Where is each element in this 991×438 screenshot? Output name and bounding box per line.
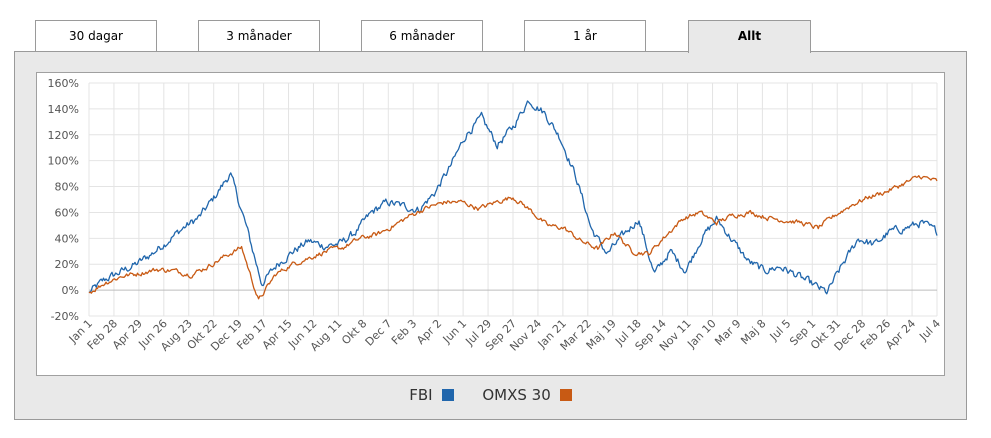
legend-item-omxs30[interactable]: OMXS 30 (482, 386, 572, 404)
x-tick-label: Feb 3 (389, 317, 419, 347)
x-tick-label: Dec 7 (363, 317, 395, 349)
legend-swatch-omxs30 (559, 389, 572, 401)
series-line-omxs30 (88, 175, 938, 300)
y-tick-label: 40% (55, 232, 79, 245)
legend-item-fbi[interactable]: FBI (409, 386, 454, 404)
chart-legend: FBI OMXS 30 (15, 386, 966, 404)
chart-panel: -20% 0% 20% 40% 60% 80% 100% 120% 140% 160% Jan 1… (14, 51, 967, 420)
x-tick-label: Mar 9 (712, 317, 743, 348)
legend-label-fbi: FBI (409, 386, 433, 404)
x-tick-label: Apr 2 (414, 317, 444, 347)
tab-6-manader[interactable]: 6 månader (361, 20, 483, 51)
tab-30-dagar[interactable]: 30 dagar (35, 20, 157, 51)
y-tick-label: 60% (55, 206, 79, 219)
tab-1-ar[interactable]: 1 år (524, 20, 646, 51)
y-tick-label: 80% (55, 181, 79, 194)
legend-label-omxs30: OMXS 30 (482, 386, 551, 404)
x-tick-label: Maj 8 (738, 317, 768, 347)
y-tick-label: 20% (55, 258, 79, 271)
y-tick-label: 160% (48, 77, 79, 90)
legend-swatch-fbi (441, 389, 454, 401)
chart-area: -20% 0% 20% 40% 60% 80% 100% 120% 140% 160% Jan 1… (36, 72, 945, 376)
series-line-fbi (88, 100, 938, 295)
y-tick-label: 140% (48, 103, 79, 116)
tab-3-manader[interactable]: 3 månader (198, 20, 320, 51)
line-chart: -20%0%20%40%60%80%100%120%140%160% Jan 1… (48, 77, 944, 354)
y-tick-label: 120% (48, 129, 79, 142)
y-tick-label: 0% (62, 284, 79, 297)
x-tick-label: Jul 4 (916, 317, 943, 344)
y-tick-label: -20% (51, 310, 79, 323)
y-tick-label: 100% (48, 155, 79, 168)
x-tick-label: Jun 1 (440, 317, 469, 346)
tab-allt[interactable]: Allt (688, 20, 811, 53)
